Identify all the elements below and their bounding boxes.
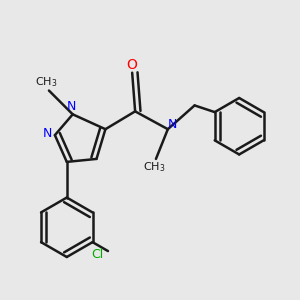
Text: N: N <box>43 127 52 140</box>
Text: CH$_3$: CH$_3$ <box>143 160 166 174</box>
Text: N: N <box>67 100 76 113</box>
Text: N: N <box>168 118 177 131</box>
Text: CH$_3$: CH$_3$ <box>35 75 57 88</box>
Text: O: O <box>127 58 138 72</box>
Text: Cl: Cl <box>91 248 104 260</box>
